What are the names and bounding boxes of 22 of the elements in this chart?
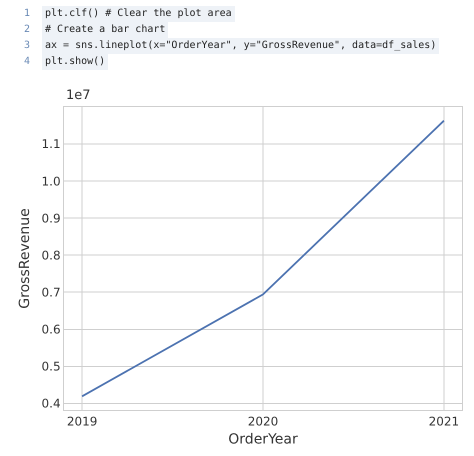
text: plt.show() bbox=[42, 54, 108, 70]
x-tick-label: 2020 bbox=[248, 414, 278, 428]
text: 4 bbox=[22, 55, 31, 69]
y-tick-label: 0.9 bbox=[42, 211, 61, 226]
text: 1 bbox=[22, 7, 31, 21]
y-tick-label: 0.5 bbox=[42, 359, 61, 374]
text: ax = sns.lineplot(x="OrderYear", y="GrossRevenue", data=df_sales) bbox=[42, 38, 440, 54]
y-tick-label: 1.1 bbox=[42, 137, 61, 152]
x-tick-label: 2019 bbox=[66, 414, 98, 428]
y-tick-label: 0.6 bbox=[42, 322, 61, 336]
y-tick-label: 0.7 bbox=[42, 285, 61, 300]
y-axis-title: GrossRevenue bbox=[17, 208, 34, 309]
text: 1e7 bbox=[66, 88, 91, 103]
y-tick-label: 1.0 bbox=[42, 174, 61, 188]
y-tick-label: 0.8 bbox=[42, 248, 61, 262]
text: plt.clf() # Clear the plot area bbox=[42, 6, 235, 22]
text: 3 bbox=[22, 39, 31, 53]
y-tick-label: 0.4 bbox=[42, 396, 61, 411]
x-tick-label: 2021 bbox=[428, 414, 460, 428]
text: 2 bbox=[22, 23, 31, 37]
x-axis-title: OrderYear bbox=[228, 432, 298, 448]
text: # Create a bar chart bbox=[42, 22, 168, 38]
